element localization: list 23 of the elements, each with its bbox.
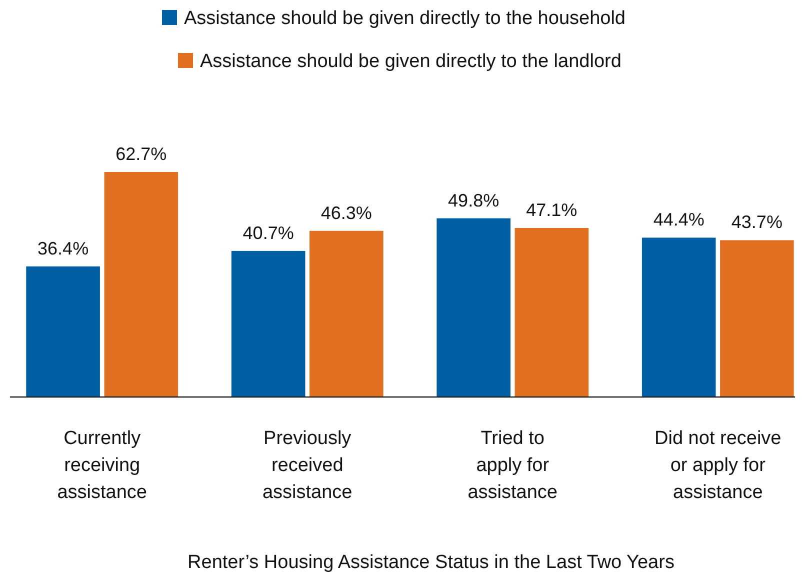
data-label: 40.7%: [242, 222, 294, 243]
legend-label: Assistance should be given directly to the household: [184, 8, 626, 29]
data-label: 44.4%: [653, 210, 704, 230]
x-tick-label: Did not receive or apply for assistance: [654, 428, 782, 503]
data-label: 46.3%: [320, 202, 372, 223]
bar: [104, 172, 178, 397]
x-tick-label: Currently receiving assistance: [57, 428, 147, 503]
bar: [231, 250, 306, 397]
data-label: 43.7%: [731, 212, 782, 232]
data-label: 47.1%: [526, 200, 578, 220]
data-label: 62.7%: [116, 144, 167, 164]
data-label: 36.4%: [38, 238, 89, 258]
x-tick-label: Previously received assistance: [262, 428, 352, 503]
bar: [642, 238, 716, 397]
bar: [436, 218, 510, 397]
legend-label: Assistance should be given directly to the landlord: [200, 51, 622, 72]
x-axis-title: Renter’s Housing Assistance Status in the Last Two Years: [188, 552, 674, 573]
data-label: 49.8%: [448, 190, 500, 210]
bar: [720, 240, 794, 397]
bar: [514, 228, 589, 397]
x-tick-label: Tried to apply for assistance: [468, 428, 558, 503]
bar: [26, 266, 100, 397]
bar: [310, 230, 384, 397]
